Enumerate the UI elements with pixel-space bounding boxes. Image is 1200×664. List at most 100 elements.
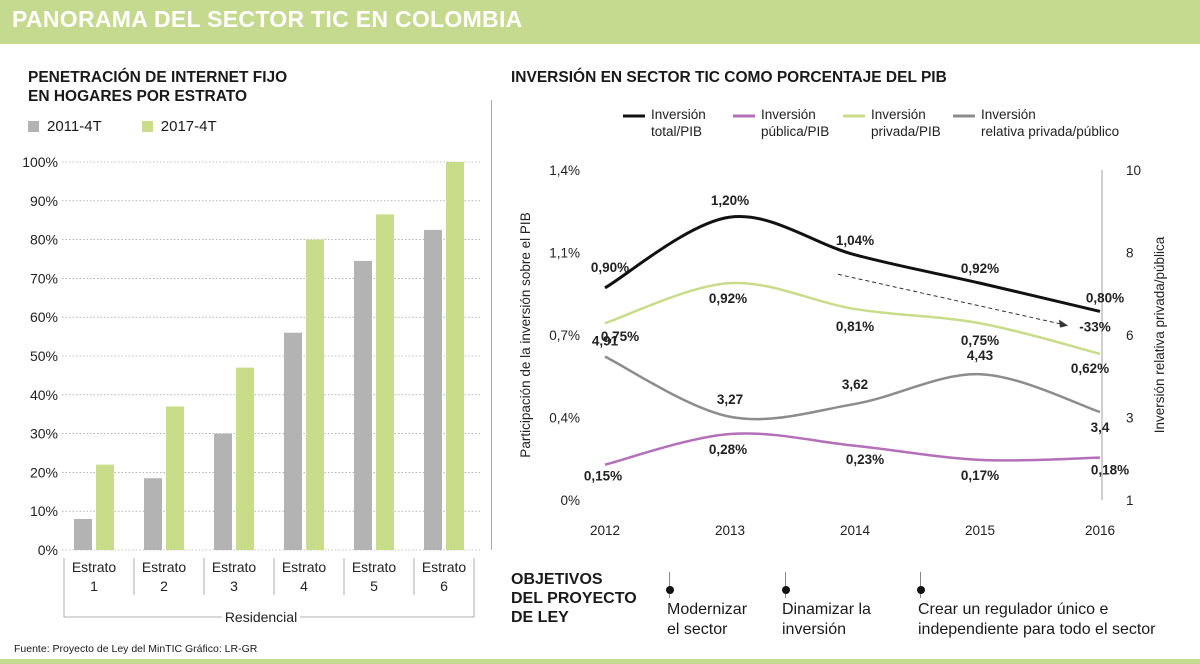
bar-ytick-label: 80%	[30, 232, 58, 248]
data-label-0-2: 1,04%	[836, 233, 874, 248]
right-ytick-label: 10	[1126, 163, 1141, 178]
bar-chart-title-line-2: EN HOGARES POR ESTRATO	[28, 88, 248, 105]
objective-1-connector	[669, 572, 670, 598]
bar-chart-legend: 2011-4T 2017-4T	[28, 118, 257, 135]
data-label-2-1: 0,92%	[709, 291, 747, 306]
data-label-2-3: 0,75%	[961, 333, 999, 348]
panel-divider	[491, 100, 492, 550]
bar-2017-4T-estrato-3	[236, 367, 254, 550]
data-label-1-0: 0,15%	[584, 469, 622, 484]
left-ytick-label: 0%	[560, 493, 580, 508]
objectives-title-line-3: DE LEY	[511, 609, 569, 626]
bar-2017-4T-estrato-2	[166, 406, 184, 550]
legend-label-line2-3: relativa privada/público	[981, 124, 1119, 139]
bar-2011-4T-estrato-1	[74, 518, 92, 550]
line-chart-title: INVERSIÓN EN SECTOR TIC COMO PORCENTAJE …	[511, 69, 947, 86]
bar-2017-4T-estrato-6	[446, 162, 464, 550]
series-line-3	[604, 355, 1101, 421]
data-label-0-3: 0,92%	[961, 261, 999, 276]
series-line-1	[604, 432, 1101, 466]
bar-2011-4T-estrato-4	[284, 332, 302, 550]
bar-xtick-number: 2	[160, 578, 168, 594]
legend-label-2011: 2011-4T	[47, 118, 102, 135]
bar-ytick-label: 30%	[30, 426, 58, 442]
bar-xtick-label: Estrato	[352, 559, 397, 575]
series-line-2	[604, 281, 1101, 356]
trend-annotation: -33%	[1079, 320, 1111, 335]
legend-item-2011: 2011-4T	[28, 118, 102, 135]
left-ytick-label: 0,4%	[549, 411, 580, 426]
legend-label-line2-1: pública/PIB	[761, 124, 829, 139]
data-label-1-1: 0,28%	[709, 442, 747, 457]
left-axis-label: Participación de la inversión sobre el P…	[518, 212, 533, 457]
bar-xtick-number: 3	[230, 578, 238, 594]
bar-ytick-label: 90%	[30, 193, 58, 209]
legend-label-line1-1: Inversión	[761, 107, 816, 122]
objective-1-line-1: Modernizar	[667, 601, 748, 618]
data-label-3-4: 3,4	[1091, 420, 1110, 435]
objective-3-line-1: Crear un regulador único e	[918, 601, 1109, 618]
legend-label-line1-2: Inversión	[871, 107, 926, 122]
legend-label-2017: 2017-4T	[160, 118, 217, 135]
xtick-label: 2012	[590, 523, 620, 538]
right-ytick-label: 3	[1126, 411, 1134, 426]
objectives-title: OBJETIVOS DEL PROYECTO DE LEY	[511, 570, 651, 627]
bar-2017-4T-estrato-4	[306, 239, 324, 550]
objective-3-bullet	[917, 586, 925, 594]
bar-ytick-label: 20%	[30, 464, 58, 480]
trend-arrow-head	[1059, 319, 1068, 328]
data-label-0-4: 0,80%	[1086, 290, 1124, 305]
trend-arrow-line	[837, 273, 1069, 327]
objective-3-connector	[920, 572, 921, 598]
objective-2-bullet	[782, 586, 790, 594]
data-label-2-2: 0,81%	[836, 319, 874, 334]
data-label-1-3: 0,17%	[961, 468, 999, 483]
data-label-3-2: 3,62	[842, 377, 868, 392]
bar-xtick-number: 5	[370, 578, 378, 594]
legend-label-line2-2: privada/PIB	[871, 124, 941, 139]
data-label-3-0: 4,91	[592, 334, 619, 349]
bar-2011-4T-estrato-6	[424, 229, 442, 550]
data-label-2-0: 0,75%	[601, 329, 639, 344]
bar-2011-4T-estrato-5	[354, 260, 372, 550]
objective-2-line-2: inversión	[782, 621, 847, 638]
objective-3-line-2: independiente para todo el sector	[918, 621, 1156, 638]
objective-1-line-2: el sector	[667, 621, 728, 638]
bar-chart-title-line-1: PENETRACIÓN DE INTERNET FIJO	[28, 69, 288, 86]
objective-1-bullet	[666, 586, 674, 594]
source-note: Fuente: Proyecto de Ley del MinTIC Gráfi…	[14, 643, 258, 655]
objective-2-connector	[785, 572, 786, 598]
bar-2011-4T-estrato-3	[214, 433, 232, 550]
bar-chart-title: PENETRACIÓN DE INTERNET FIJO EN HOGARES …	[28, 68, 287, 106]
bar-2017-4T-estrato-5	[376, 214, 394, 550]
bar-xtick-number: 1	[90, 578, 98, 594]
bar-xtick-label: Estrato	[212, 559, 257, 575]
bar-xtick-label: Estrato	[142, 559, 187, 575]
line-chart: Inversión total/PIB Inversión pública/PIB In…	[518, 107, 1167, 538]
bar-xtick-label: Estrato	[72, 559, 117, 575]
bar-2017-4T-estrato-1	[96, 464, 114, 550]
data-label-3-3: 4,43	[967, 348, 994, 363]
bar-ytick-label: 50%	[30, 348, 58, 364]
legend-swatch-2011	[28, 121, 39, 132]
data-label-2-4: 0,62%	[1071, 361, 1109, 376]
bar-ytick-label: 60%	[30, 309, 58, 325]
right-axis-label: Inversión relativa privada/pública	[1152, 236, 1167, 433]
data-label-0-1: 1,20%	[711, 193, 749, 208]
data-label-3-1: 3,27	[717, 392, 743, 407]
objectives-title-line-2: DEL PROYECTO	[511, 590, 637, 607]
left-ytick-label: 1,1%	[549, 246, 580, 261]
title-banner: PANORAMA DEL SECTOR TIC EN COLOMBIA	[0, 0, 1200, 44]
xtick-label: 2015	[965, 523, 995, 538]
left-ytick-label: 0,7%	[549, 328, 580, 343]
right-ytick-label: 1	[1126, 493, 1134, 508]
data-label-1-2: 0,23%	[846, 452, 884, 467]
bar-xtick-label: Estrato	[282, 559, 327, 575]
legend-item-2017: 2017-4T	[141, 118, 217, 135]
objective-2-line-1: Dinamizar la	[782, 601, 871, 618]
bar-2011-4T-estrato-2	[144, 478, 162, 550]
legend-swatch-2017	[141, 121, 153, 132]
bar-ytick-label: 0%	[38, 542, 58, 558]
xtick-label: 2014	[840, 523, 871, 538]
left-ytick-label: 1,4%	[549, 163, 580, 178]
